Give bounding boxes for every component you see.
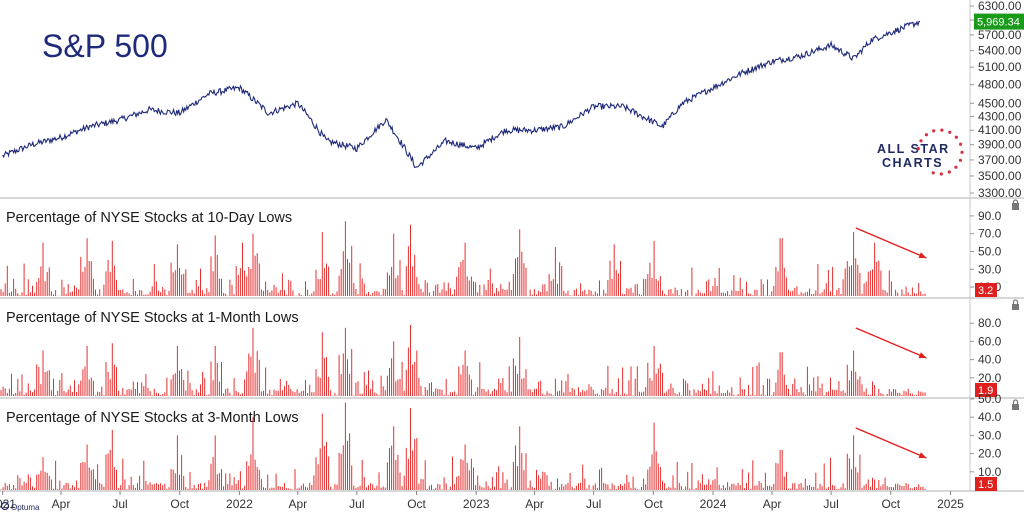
last-value-label: 3.2 [978,285,993,297]
lock-icon-shackle [1012,299,1019,304]
x-tick-label: Apr [525,497,544,511]
x-tick-label: Jul [586,497,601,511]
logo-star-dot [959,142,963,146]
bars-panel-1 [0,221,926,296]
sp500-y-tick-label: 5400.00 [978,44,1022,58]
trend-arrowhead [918,252,927,258]
y-tick-label: 50.0 [978,245,1002,259]
x-tick-label: Oct [644,497,663,511]
last-value-label: 1.9 [978,385,993,397]
y-tick-label: 70.0 [978,227,1002,241]
logo-star-dot [924,133,929,137]
logo-star-dot [954,135,958,139]
y-tick-label: 80.0 [978,316,1002,330]
trend-arrowhead [918,452,927,458]
bars-panel-3 [0,402,926,490]
lock-icon [1012,304,1019,310]
y-tick-label: 20.0 [978,447,1002,461]
y-tick-label: 30.0 [978,262,1002,276]
y-tick-label: 90.0 [978,209,1002,223]
sp500-title: S&P 500 [42,28,168,64]
logo-line1: ALL STAR [877,142,950,156]
logo-line2: CHARTS [882,156,943,170]
logo-star-dot [958,158,963,162]
y-tick-label: 40.0 [978,353,1002,367]
x-tick-label: 2025 [937,497,964,511]
logo-star-dot [932,129,936,133]
panel-title-2: Percentage of NYSE Stocks at 1-Month Low… [6,310,299,326]
logo-star-dot [939,172,943,176]
x-tick-label: Oct [407,497,426,511]
y-tick-label: 50.0 [978,392,1002,406]
sp500-y-tick-label: 3900.00 [978,138,1022,152]
x-tick-label: Apr [288,497,307,511]
optuma-logo-icon [0,501,10,511]
sp500-y-tick-label: 3500.00 [978,169,1022,183]
trend-arrow [855,327,927,359]
sp500-y-tick-label: 4500.00 [978,96,1022,110]
lock-icon [1012,203,1019,209]
logo-star-dot [947,170,951,174]
y-tick-label: 60.0 [978,334,1002,348]
last-value-badge [975,383,997,397]
x-tick-label: Oct [881,497,900,511]
x-tick-label: 2023 [463,497,490,511]
trend-arrow [855,427,927,459]
sp500-y-tick-label: 4100.00 [978,123,1022,137]
sp500-y-tick-label: 5700.00 [978,28,1022,42]
sp500-last-price-badge [974,13,1024,30]
y-tick-label: 40.0 [978,410,1002,424]
sp500-y-tick-label: 5100.00 [978,60,1022,74]
sp500-price-line [2,20,921,169]
x-tick-label: Oct [170,497,189,511]
panel-title-1: Percentage of NYSE Stocks at 10-Day Lows [6,210,292,226]
lock-icon [1012,404,1019,410]
sp500-y-tick-label: 3700.00 [978,153,1022,167]
last-value-badge [975,283,997,297]
x-tick-label: Jul [112,497,127,511]
x-tick-label: 2022 [226,497,253,511]
logo-star-dot [940,128,944,132]
trend-arrow [855,227,927,259]
y-tick-label: 10.0 [978,465,1002,479]
x-tick-label: Jul [349,497,364,511]
logo-star-dot [919,139,923,143]
last-value-badge [975,477,997,491]
logo-star-dot [931,171,935,175]
x-tick-label: Jul [823,497,838,511]
logo-star-dot [948,130,952,134]
logo-star-dot [960,150,964,154]
sp500-y-tick-label: 3300.00 [978,186,1022,200]
sp500-last-price-label: 5,969.34 [977,17,1020,29]
lock-icon-shackle [1012,199,1019,204]
lock-icon-shackle [1012,399,1019,404]
x-tick-label: Apr [763,497,782,511]
y-tick-label: 20.0 [978,371,1002,385]
sp500-y-tick-label: 4800.00 [978,78,1022,92]
logo-star-dot [954,165,958,169]
x-tick-label: 2024 [700,497,727,511]
trend-arrowhead [918,352,927,358]
bars-panel-2 [0,325,926,396]
sp500-y-tick-label: 4300.00 [978,109,1022,123]
panel-title-3: Percentage of NYSE Stocks at 3-Month Low… [6,410,299,426]
optuma-label: Optuma [11,503,40,512]
logo-star-dot [916,147,920,151]
last-value-label: 1.5 [978,479,993,491]
sp500-y-tick-label: 6300.00 [978,0,1022,13]
y-tick-label: 30.0 [978,428,1002,442]
x-tick-label: Apr [52,497,71,511]
